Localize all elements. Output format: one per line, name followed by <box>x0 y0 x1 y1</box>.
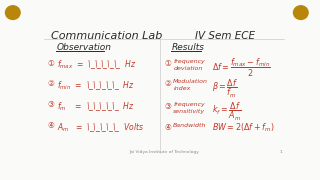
Text: ①: ① <box>165 58 172 68</box>
Text: Modulation
index: Modulation index <box>173 79 208 91</box>
Text: ①: ① <box>48 58 55 68</box>
Text: ④: ④ <box>48 121 55 130</box>
Text: $f_{m}$    =  \_\_\_\_\_  Hz: $f_{m}$ = \_\_\_\_\_ Hz <box>57 100 135 113</box>
Text: $\Delta f = \dfrac{f_{max}-f_{min}}{2}$: $\Delta f = \dfrac{f_{max}-f_{min}}{2}$ <box>212 57 271 79</box>
Text: Communication Lab: Communication Lab <box>51 31 162 41</box>
Text: $k_f = \dfrac{\Delta f}{A_m}$: $k_f = \dfrac{\Delta f}{A_m}$ <box>212 101 242 123</box>
Text: $f_{min}$  =  \_\_\_\_\_  Hz: $f_{min}$ = \_\_\_\_\_ Hz <box>57 79 135 92</box>
Text: ④: ④ <box>165 123 172 132</box>
Text: Bandwidth: Bandwidth <box>173 123 207 128</box>
Circle shape <box>5 6 20 19</box>
Text: $A_{m}$   =  \_\_\_\_\_  Volts: $A_{m}$ = \_\_\_\_\_ Volts <box>57 121 144 134</box>
Text: $BW = 2(\Delta f + f_m)$: $BW = 2(\Delta f + f_m)$ <box>212 122 275 134</box>
Text: Jai Vidya Institute of Technology: Jai Vidya Institute of Technology <box>129 150 199 154</box>
Text: 1: 1 <box>279 150 282 154</box>
Text: frequency
deviation: frequency deviation <box>173 58 205 71</box>
Text: $\beta = \dfrac{\Delta f}{f_m}$: $\beta = \dfrac{\Delta f}{f_m}$ <box>212 78 238 100</box>
Text: frequency
sensitivity: frequency sensitivity <box>173 102 205 114</box>
Text: Results: Results <box>172 43 205 52</box>
Text: IV Sem ECE: IV Sem ECE <box>195 31 255 41</box>
Text: ③: ③ <box>165 102 172 111</box>
Text: ②: ② <box>165 79 172 88</box>
Circle shape <box>293 6 308 19</box>
Text: Observation: Observation <box>57 43 112 52</box>
Text: $f_{max}$  =  \_\_\_\_\_  Hz: $f_{max}$ = \_\_\_\_\_ Hz <box>57 58 136 71</box>
Text: ③: ③ <box>48 100 55 109</box>
Text: ②: ② <box>48 79 55 88</box>
